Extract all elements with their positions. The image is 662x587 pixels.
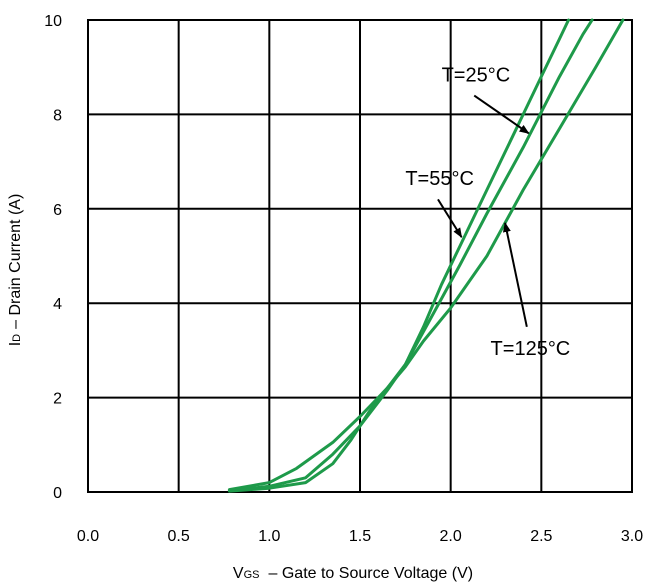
annotation-arrow (502, 221, 528, 328)
y-axis-title-rest: – Drain Current (A) (7, 194, 24, 329)
y-tick-label: 8 (53, 107, 62, 124)
annotation-label: T=55°C (405, 168, 474, 190)
annotation-layer: T=25°C T=55°C T=125°C (405, 64, 570, 360)
y-axis-title-sub: D (11, 334, 23, 342)
x-axis-title-sub: GS (244, 569, 260, 581)
x-tick-label: 3.0 (621, 528, 643, 545)
annotation-label: T=25°C (442, 64, 511, 86)
x-axis-title-main: V (233, 565, 244, 582)
y-tick-label: 2 (53, 391, 62, 408)
x-tick-label: 0.0 (77, 528, 99, 545)
x-tick-label: 2.0 (440, 528, 462, 545)
series-line-2 (227, 18, 625, 492)
series-line-1 (227, 18, 594, 493)
annotation-arrow (473, 94, 530, 135)
plot-frame (87, 19, 633, 493)
y-tick-label: 10 (44, 13, 62, 30)
y-axis-title: ID – Drain Current (A) (7, 194, 24, 347)
series-line-0 (227, 18, 570, 493)
annotation-arrow (437, 198, 463, 238)
grid-layer (88, 20, 632, 492)
x-axis-title-rest: – Gate to Source Voltage (V) (269, 565, 474, 582)
x-tick-label: 1.0 (258, 528, 280, 545)
tick-label-layer: 0.0 0.5 1.0 1.5 2.0 2.5 3.0 0 2 4 6 8 10 (44, 13, 643, 545)
x-tick-label: 2.5 (530, 528, 552, 545)
y-tick-label: 6 (53, 202, 62, 219)
series-layer (227, 18, 625, 493)
x-tick-label: 1.5 (349, 528, 371, 545)
x-axis-title: VGS – Gate to Source Voltage (V) (233, 565, 473, 582)
y-tick-label: 0 (53, 485, 62, 502)
y-tick-label: 4 (53, 296, 62, 313)
y-axis-title-main: I (7, 342, 24, 346)
x-tick-label: 0.5 (168, 528, 190, 545)
annotation-label: T=125°C (491, 338, 571, 360)
